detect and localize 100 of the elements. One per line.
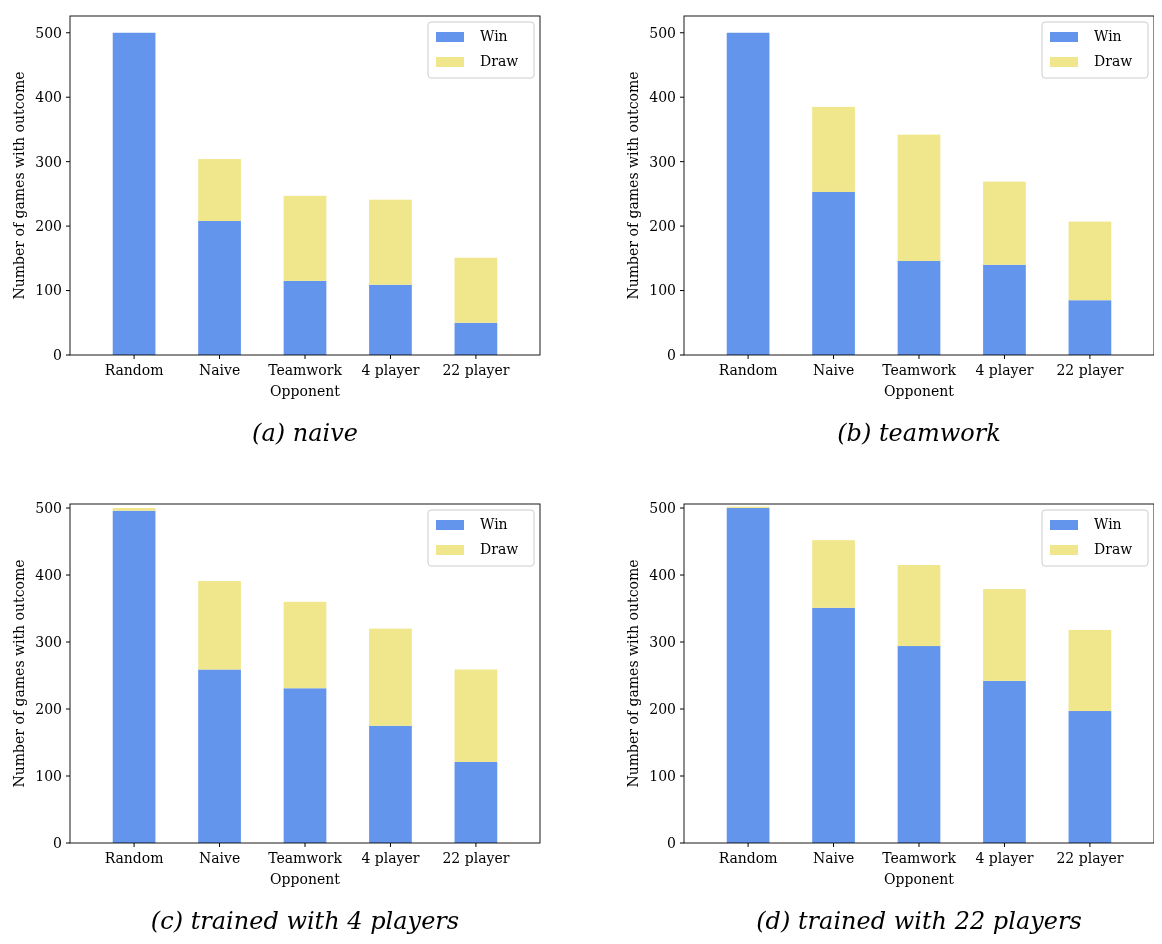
- y-tick-label: 200: [35, 218, 62, 234]
- x-axis-title: Opponent: [270, 383, 341, 399]
- text: (b) teamwork: [837, 419, 1001, 447]
- y-tick-label: 0: [667, 834, 676, 851]
- bar: [897, 134, 941, 261]
- bar: [369, 628, 412, 726]
- x-tick-label: Random: [718, 362, 778, 378]
- bar: [369, 284, 412, 355]
- y-tick-label: 400: [35, 566, 62, 583]
- x-tick-label: Teamwork: [268, 850, 343, 866]
- y-tick-label: 500: [35, 24, 62, 41]
- x-tick-label: 22 player: [442, 850, 510, 866]
- bar: [198, 159, 241, 221]
- legend-label: Draw: [480, 53, 519, 69]
- x-tick-label: Teamwork: [268, 362, 343, 378]
- bar: [1068, 629, 1112, 712]
- bar: [897, 646, 941, 843]
- y-tick-label: 0: [53, 834, 62, 851]
- bar: [726, 508, 770, 843]
- x-tick-label: 22 player: [442, 362, 510, 378]
- legend-label: Draw: [480, 541, 519, 557]
- bar: [983, 680, 1026, 843]
- x-tick-label: Naive: [198, 850, 241, 866]
- bar: [454, 322, 498, 355]
- bar: [812, 191, 855, 355]
- y-tick-label: 300: [35, 153, 62, 170]
- legend-label: Win: [1094, 28, 1122, 44]
- bar: [112, 510, 156, 843]
- bar: [897, 260, 941, 355]
- bar: [1068, 221, 1112, 301]
- x-tick-label: Random: [104, 362, 164, 378]
- x-axis-title: Opponent: [884, 871, 955, 887]
- y-tick-label: 300: [649, 633, 676, 650]
- bar: [198, 220, 241, 355]
- bar: [112, 508, 156, 511]
- bar: [1068, 300, 1112, 355]
- bar: [198, 669, 241, 843]
- legend-label: Win: [480, 516, 508, 532]
- bar: [198, 581, 241, 670]
- x-tick-label: 4 player: [361, 850, 420, 866]
- legend-label: Draw: [1094, 541, 1133, 557]
- x-tick-label: Teamwork: [882, 850, 957, 866]
- y-tick-label: 200: [35, 700, 62, 717]
- legend-label: Win: [1094, 516, 1122, 532]
- bar: [983, 181, 1026, 265]
- bar: [812, 607, 855, 843]
- y-tick-label: 100: [649, 767, 676, 784]
- y-tick-label: 400: [35, 89, 62, 106]
- x-tick-label: 4 player: [975, 850, 1034, 866]
- y-tick-label: 100: [649, 282, 676, 299]
- y-tick-label: 100: [35, 282, 62, 299]
- bar: [283, 601, 327, 689]
- bar: [812, 106, 855, 192]
- x-tick-label: Random: [718, 850, 778, 866]
- x-tick-label: Random: [104, 850, 164, 866]
- y-axis-title: Number of games with outcome: [625, 71, 641, 300]
- text: (c) trained with 4 players: [150, 907, 460, 935]
- bar: [283, 195, 327, 281]
- bar: [1068, 711, 1112, 843]
- y-tick-label: 500: [35, 499, 62, 516]
- y-tick-label: 0: [53, 346, 62, 363]
- x-tick-label: Naive: [198, 362, 241, 378]
- x-tick-label: 4 player: [975, 362, 1034, 378]
- y-tick-label: 300: [35, 633, 62, 650]
- x-axis-title: Opponent: [884, 383, 955, 399]
- bar: [983, 264, 1026, 355]
- bar: [283, 280, 327, 355]
- y-tick-label: 200: [649, 700, 676, 717]
- y-tick-label: 400: [649, 89, 676, 106]
- y-axis-title: Number of games with outcome: [11, 559, 27, 788]
- x-tick-label: 22 player: [1056, 850, 1124, 866]
- bar: [454, 761, 498, 843]
- text: (a) naive: [252, 419, 358, 447]
- y-tick-label: 200: [649, 218, 676, 234]
- bar: [369, 199, 412, 285]
- y-tick-label: 300: [649, 153, 676, 170]
- legend-label: Draw: [1094, 53, 1133, 69]
- y-tick-label: 400: [649, 566, 676, 583]
- x-tick-label: Teamwork: [882, 362, 957, 378]
- text: (d) trained with 22 players: [756, 907, 1082, 935]
- bar: [283, 688, 327, 843]
- bar: [369, 725, 412, 843]
- x-tick-label: 22 player: [1056, 362, 1124, 378]
- bar: [112, 32, 156, 355]
- y-axis-title: Number of games with outcome: [625, 559, 641, 788]
- y-tick-label: 500: [649, 24, 676, 41]
- y-tick-label: 500: [649, 499, 676, 516]
- bar: [897, 564, 941, 647]
- x-tick-label: Naive: [812, 850, 855, 866]
- bar: [726, 32, 770, 355]
- bar: [454, 669, 498, 762]
- bar: [983, 589, 1026, 681]
- legend-label: Win: [480, 28, 508, 44]
- y-tick-label: 0: [667, 346, 676, 363]
- bar: [812, 540, 855, 608]
- x-axis-title: Opponent: [270, 871, 341, 887]
- x-tick-label: 4 player: [361, 362, 420, 378]
- x-tick-label: Naive: [812, 362, 855, 378]
- y-axis-title: Number of games with outcome: [11, 71, 27, 300]
- bar: [454, 257, 498, 323]
